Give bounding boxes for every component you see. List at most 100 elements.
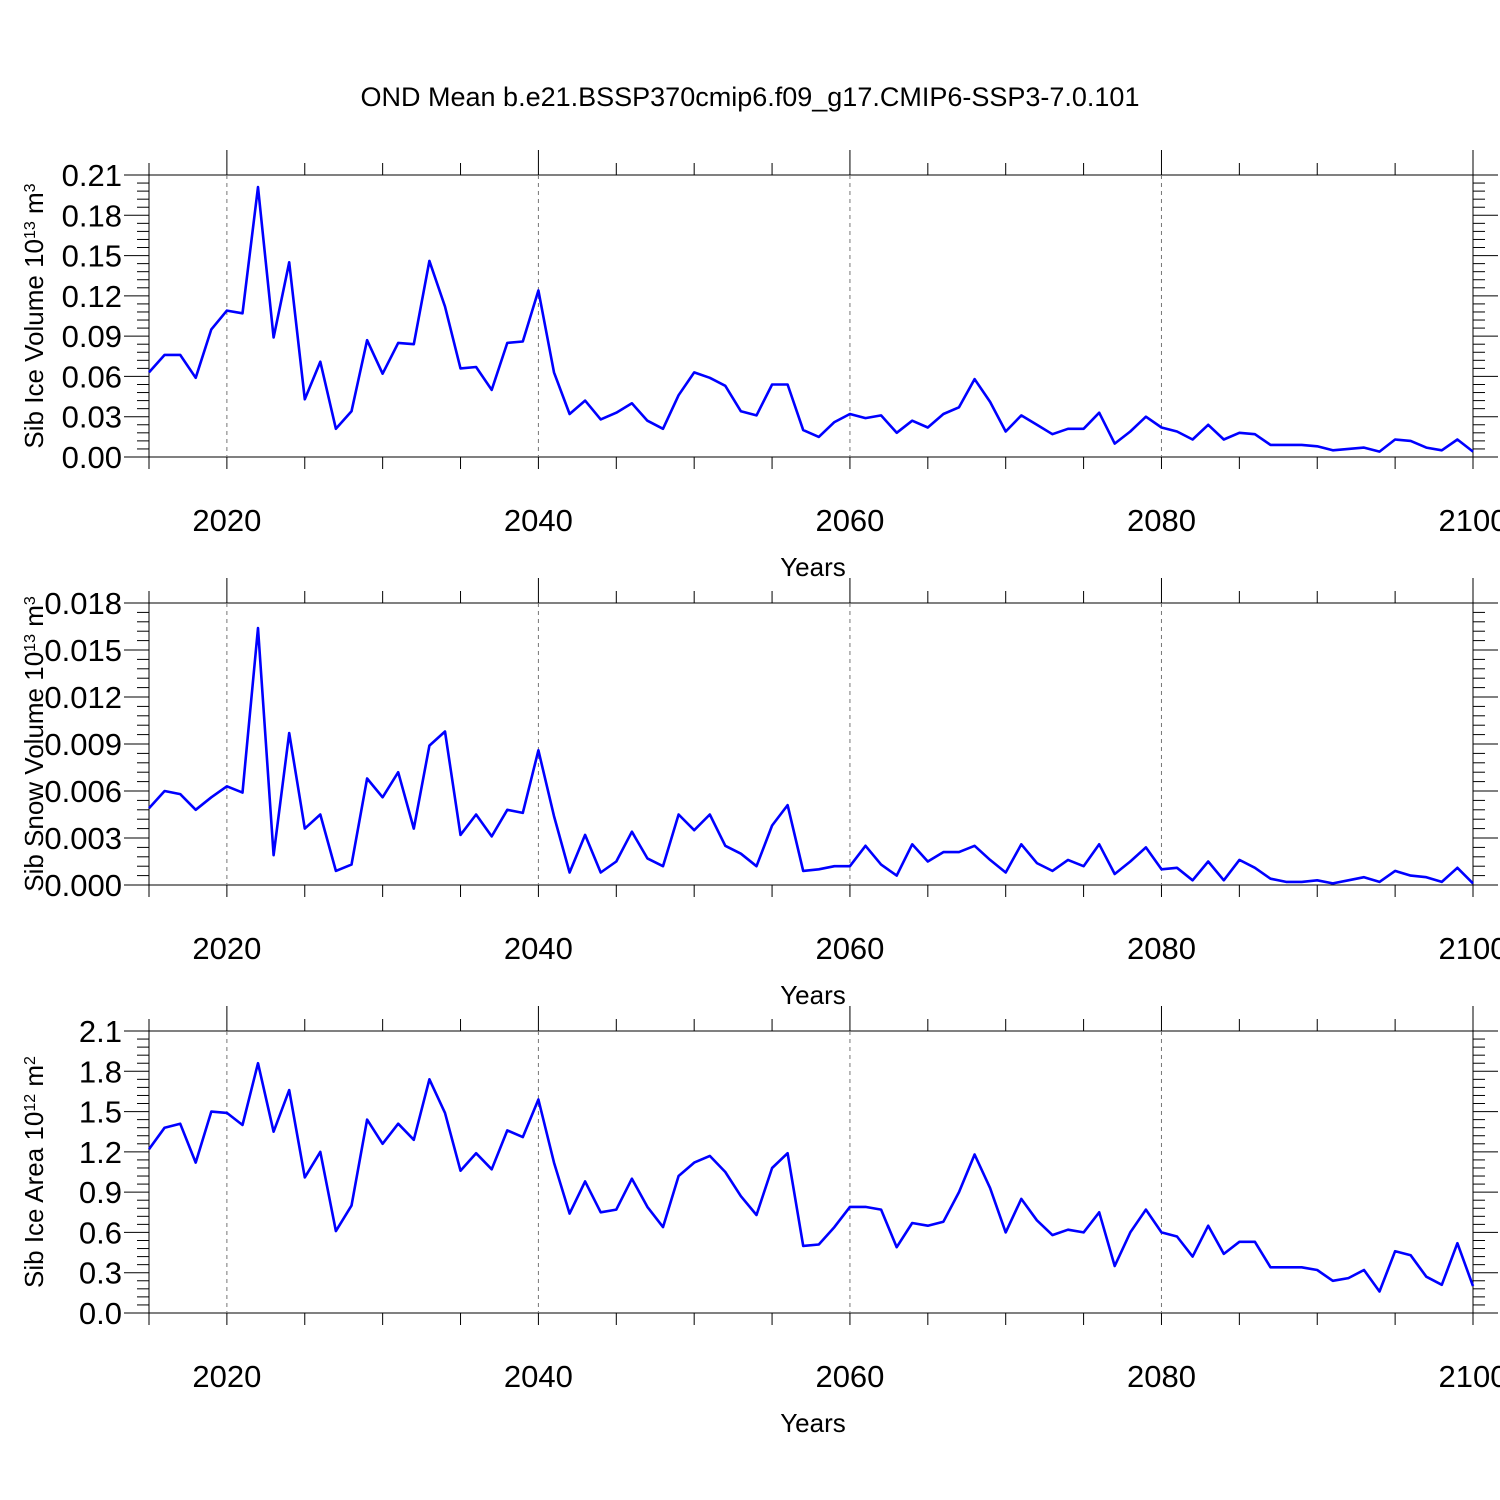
data-point xyxy=(1207,424,1209,426)
y-tick-label: 0.006 xyxy=(44,774,122,809)
data-point xyxy=(413,1139,415,1141)
data-point xyxy=(615,1208,617,1210)
data-point xyxy=(350,410,352,412)
data-point xyxy=(1191,438,1193,440)
data-point xyxy=(226,785,228,787)
x-axis-title: Years xyxy=(780,1408,846,1438)
data-point xyxy=(677,813,679,815)
data-point xyxy=(989,1187,991,1189)
data-point xyxy=(1145,1208,1147,1210)
y-axis-title-text: m xyxy=(19,605,49,634)
data-point xyxy=(1020,414,1022,416)
data-point xyxy=(195,1161,197,1163)
data-point xyxy=(1425,446,1427,448)
data-point xyxy=(1238,432,1240,434)
data-point xyxy=(1129,430,1131,432)
y-tick-label: 0.6 xyxy=(79,1215,122,1250)
data-point xyxy=(210,1110,212,1112)
data-point xyxy=(241,791,243,793)
data-point xyxy=(1160,868,1162,870)
data-point xyxy=(381,796,383,798)
data-point xyxy=(475,1152,477,1154)
data-point xyxy=(491,1168,493,1170)
data-point xyxy=(1394,438,1396,440)
plot-frame xyxy=(148,174,1474,458)
data-point xyxy=(631,1178,633,1180)
data-point xyxy=(241,1124,243,1126)
data-point xyxy=(444,305,446,307)
data-point xyxy=(444,730,446,732)
data-point xyxy=(662,865,664,867)
data-point xyxy=(413,343,415,345)
data-point xyxy=(397,342,399,344)
y-tick-label: 0.003 xyxy=(44,821,122,856)
y-axis-title-superscript: 12 xyxy=(22,1094,39,1112)
data-point xyxy=(631,831,633,833)
y-axis-title-superscript: 2 xyxy=(22,1056,39,1065)
data-point xyxy=(179,354,181,356)
data-point xyxy=(272,854,274,856)
y-tick-label: 0.3 xyxy=(79,1256,122,1291)
data-point xyxy=(989,401,991,403)
y-axis-title-text: m xyxy=(19,1065,49,1094)
data-point xyxy=(1441,881,1443,883)
data-point xyxy=(1269,444,1271,446)
data-point xyxy=(1394,870,1396,872)
data-point xyxy=(1363,876,1365,878)
data-point xyxy=(1472,450,1474,452)
data-point xyxy=(584,834,586,836)
y-axis-title-superscript: 3 xyxy=(22,183,39,192)
series-line xyxy=(148,626,1474,885)
data-point xyxy=(241,312,243,314)
data-point xyxy=(1036,424,1038,426)
data-point xyxy=(724,845,726,847)
plot-frame xyxy=(148,1030,1474,1314)
data-point xyxy=(195,809,197,811)
data-point xyxy=(1363,1269,1365,1271)
data-point xyxy=(1425,876,1427,878)
data-point xyxy=(1036,1219,1038,1221)
data-point xyxy=(1223,879,1225,881)
x-tick-label: 2100 xyxy=(1439,503,1500,538)
data-point xyxy=(459,1170,461,1172)
data-point xyxy=(786,383,788,385)
data-point xyxy=(257,186,259,188)
x-tick-label: 2020 xyxy=(192,931,261,966)
data-point xyxy=(366,339,368,341)
data-point xyxy=(335,1230,337,1232)
data-point xyxy=(568,871,570,873)
x-tick-label: 2100 xyxy=(1439,1359,1500,1394)
x-tick-label: 2080 xyxy=(1127,1359,1196,1394)
data-point xyxy=(833,421,835,423)
data-point xyxy=(148,371,150,373)
data-point xyxy=(646,420,648,422)
data-point xyxy=(1223,438,1225,440)
data-point xyxy=(1051,1234,1053,1236)
data-point xyxy=(319,813,321,815)
data-point xyxy=(1441,1284,1443,1286)
data-point xyxy=(693,829,695,831)
data-point xyxy=(319,1151,321,1153)
x-axis-title: Years xyxy=(780,980,846,1010)
data-point xyxy=(195,377,197,379)
data-point xyxy=(459,834,461,836)
y-tick-label: 1.8 xyxy=(79,1054,122,1089)
x-tick-label: 2020 xyxy=(192,1359,261,1394)
data-point xyxy=(1129,860,1131,862)
y-axis-title-text: Sib Ice Area 10 xyxy=(19,1112,49,1288)
y-axis-title: Sib Ice Area 1012 m2 xyxy=(19,1056,49,1288)
data-point xyxy=(428,260,430,262)
data-point xyxy=(864,845,866,847)
y-tick-label: 0.12 xyxy=(62,279,122,314)
data-point xyxy=(272,336,274,338)
y-tick-label: 0.09 xyxy=(62,319,122,354)
x-tick-label: 2100 xyxy=(1439,931,1500,966)
data-point xyxy=(148,807,150,809)
data-point xyxy=(958,406,960,408)
data-point xyxy=(1269,1266,1271,1268)
data-point xyxy=(1410,440,1412,442)
y-tick-label: 0.15 xyxy=(62,239,122,274)
data-point xyxy=(1301,444,1303,446)
data-point xyxy=(802,870,804,872)
